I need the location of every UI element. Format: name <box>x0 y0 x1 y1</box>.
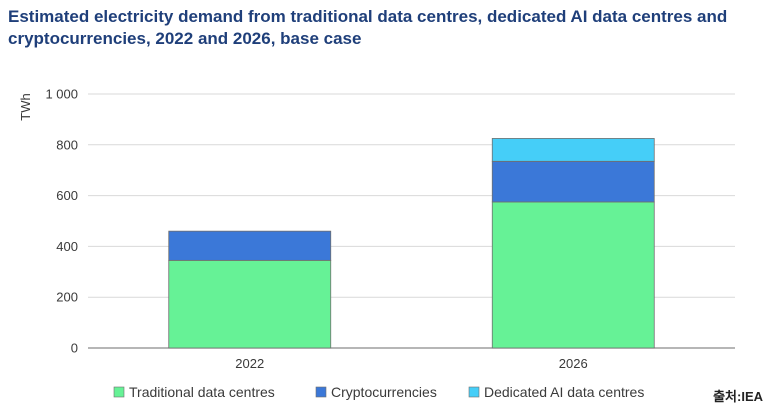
legend-swatch <box>113 386 125 398</box>
y-tick-label: 600 <box>56 188 78 203</box>
source-note: 출처:IEA <box>713 389 763 404</box>
legend-item: Traditional data centres <box>113 384 275 400</box>
legend-item: Dedicated AI data centres <box>468 384 644 400</box>
x-tick-label: 2022 <box>235 356 264 371</box>
y-tick-label: 0 <box>71 341 78 356</box>
legend-swatch <box>315 386 327 398</box>
x-tick-label: 2026 <box>559 356 588 371</box>
legend-label: Traditional data centres <box>129 384 275 400</box>
bars <box>168 138 655 349</box>
bar-2026-series-1 <box>491 160 655 203</box>
y-axis: 0 200 400 600 800 1 000 <box>45 87 78 356</box>
bar-2026-series-2 <box>491 138 655 162</box>
legend-item: Cryptocurrencies <box>315 384 437 400</box>
y-axis-label: TWh <box>18 93 33 120</box>
y-tick-label: 1 000 <box>45 87 78 102</box>
y-tick-label: 200 <box>56 290 78 305</box>
legend-swatch <box>468 386 480 398</box>
legend-label: Cryptocurrencies <box>331 384 437 400</box>
y-tick-label: 800 <box>56 137 78 152</box>
legend-label: Dedicated AI data centres <box>484 384 644 400</box>
legend: Traditional data centres Cryptocurrencies… <box>113 384 644 400</box>
bar-2022-series-1 <box>168 230 332 261</box>
y-tick-label: 400 <box>56 239 78 254</box>
bar-2026-series-0 <box>491 201 655 349</box>
x-axis: 2022 2026 <box>235 356 587 371</box>
chart-title: Estimated electricity demand from tradit… <box>8 7 728 48</box>
bar-2022-series-0 <box>168 259 332 349</box>
